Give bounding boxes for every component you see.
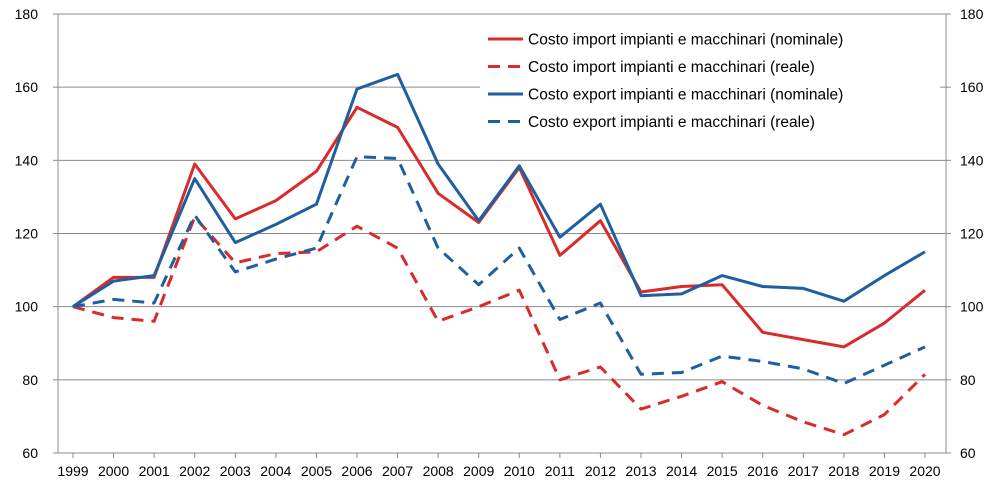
y-tick-label-right: 160 xyxy=(960,79,984,95)
y-tick-label-left: 160 xyxy=(15,79,39,95)
y-axis-right-labels: 60 80 100 120 140 160 180 xyxy=(960,6,984,461)
x-tick-label: 2016 xyxy=(747,463,778,479)
x-tick-label: 2004 xyxy=(260,463,291,479)
x-tick-label: 2007 xyxy=(382,463,413,479)
x-tick-label: 2005 xyxy=(301,463,332,479)
y-tick-label-left: 120 xyxy=(15,226,39,242)
y-tick-label-right: 140 xyxy=(960,152,984,168)
legend-label-4: Costo export impianti e macchinari (real… xyxy=(528,114,815,131)
x-tick-label: 2015 xyxy=(707,463,738,479)
x-tick-label: 2019 xyxy=(869,463,900,479)
series-line-2 xyxy=(72,215,927,437)
series-line-1 xyxy=(72,105,926,349)
y-tick-label-left: 140 xyxy=(15,152,39,168)
legend: Costo import impianti e macchinari (nomi… xyxy=(480,22,940,140)
legend-label-1: Costo import impianti e macchinari (nomi… xyxy=(528,32,843,49)
x-tick-label: 2008 xyxy=(423,463,454,479)
legend-label-3: Costo export impianti e macchinari (nomi… xyxy=(528,87,843,104)
x-tick-label: 2002 xyxy=(179,463,210,479)
y-tick-label-left: 100 xyxy=(15,299,39,315)
series-lines xyxy=(72,72,927,437)
x-tick-label: 2020 xyxy=(909,463,940,479)
x-tick-label: 2017 xyxy=(788,463,819,479)
x-tick-label: 2009 xyxy=(463,463,494,479)
x-tick-label: 2013 xyxy=(625,463,656,479)
y-tick-label-right: 80 xyxy=(960,372,976,388)
x-tick-label: 2011 xyxy=(545,463,575,479)
x-tick-label: 2010 xyxy=(504,463,535,479)
y-tick-label-right: 120 xyxy=(960,226,984,242)
x-tick-label: 2014 xyxy=(666,463,697,479)
axes xyxy=(53,13,951,458)
x-tick-label: 1999 xyxy=(57,463,88,479)
y-axis-left-labels: 60 80 100 120 140 160 180 xyxy=(15,6,39,461)
x-tick-label: 2000 xyxy=(98,463,129,479)
y-tick-label-left: 80 xyxy=(22,372,38,388)
legend-background xyxy=(480,22,940,140)
x-tick-label: 2003 xyxy=(220,463,251,479)
x-tick-label: 2012 xyxy=(585,463,616,479)
y-tick-label-left: 180 xyxy=(15,6,39,22)
y-tick-label-left: 60 xyxy=(22,445,38,461)
series-line-3 xyxy=(72,72,926,308)
y-tick-label-right: 180 xyxy=(960,6,984,22)
legend-label-2: Costo import impianti e macchinari (real… xyxy=(528,59,815,76)
y-tick-label-right: 100 xyxy=(960,299,984,315)
x-tick-label: 2001 xyxy=(139,463,170,479)
y-tick-label-right: 60 xyxy=(960,445,976,461)
x-tick-label: 2006 xyxy=(341,463,372,479)
x-axis-labels: 1999 2000 2001 2002 2003 2004 2005 2006 2007 2008… xyxy=(57,463,940,479)
x-tick-label: 2018 xyxy=(828,463,859,479)
